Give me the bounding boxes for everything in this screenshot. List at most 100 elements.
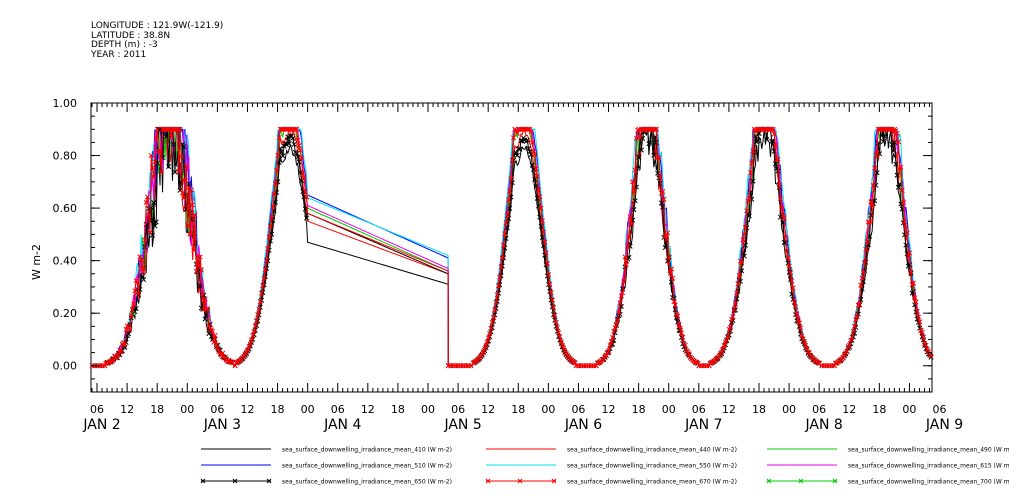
series-marker [483, 343, 489, 349]
series-marker [485, 335, 491, 341]
series-marker [514, 130, 520, 137]
series-marker [556, 330, 562, 336]
series-marker [755, 137, 761, 143]
series-marker [858, 282, 864, 288]
series-marker [846, 342, 853, 348]
series-marker [295, 137, 301, 143]
depth-label: DEPTH (m) : -3 [91, 40, 158, 50]
series-marker [662, 233, 668, 239]
series-marker [300, 170, 306, 176]
series-8 [89, 126, 934, 369]
series-marker [923, 342, 929, 348]
series-marker [228, 359, 234, 365]
series-marker [615, 317, 621, 323]
series-marker [848, 337, 854, 343]
series-marker [729, 316, 735, 322]
series-marker [791, 299, 797, 305]
series-marker [740, 250, 746, 256]
x-tick-label: 18 [632, 403, 646, 416]
series-marker [205, 305, 211, 312]
series-marker [672, 302, 678, 308]
series-marker [734, 290, 740, 296]
series-marker [524, 137, 530, 143]
series-marker [790, 285, 796, 291]
x-tick-label: 18 [271, 403, 285, 416]
series-marker [147, 229, 153, 236]
series-marker [895, 139, 901, 145]
series-marker [503, 220, 509, 226]
x-tick-label: 00 [902, 403, 916, 416]
series-marker [771, 131, 777, 137]
legend-swatch-marker [200, 478, 206, 484]
series-marker [667, 270, 673, 276]
series-marker [756, 130, 762, 137]
series-marker [772, 143, 779, 149]
series-marker [513, 150, 519, 156]
series-marker [789, 278, 795, 284]
series-marker [213, 342, 219, 348]
series-marker [732, 301, 738, 307]
series-marker [134, 279, 140, 285]
series-marker [181, 195, 187, 201]
series-marker [507, 188, 513, 194]
series-marker [232, 363, 238, 369]
series-marker [740, 237, 746, 243]
series-marker [553, 319, 559, 325]
series-marker [894, 172, 900, 178]
y-tick-label: 0.60 [53, 202, 78, 215]
x-tick-label: 00 [421, 403, 435, 416]
series-marker [880, 138, 886, 145]
legend-label: sea_surface_downwelling_irradiance_mean_… [848, 463, 1009, 470]
series-marker [505, 197, 512, 203]
series-marker [548, 290, 554, 296]
series-marker [627, 214, 633, 220]
series-marker [529, 140, 535, 146]
series-marker [888, 126, 894, 132]
series-marker [275, 152, 281, 158]
series-marker [558, 339, 564, 345]
series-marker [265, 246, 271, 252]
series-marker [799, 333, 805, 339]
series-marker [863, 246, 869, 252]
legend-swatch-marker [266, 478, 272, 484]
series-marker [197, 283, 203, 289]
series-marker [746, 196, 752, 202]
series-marker [877, 151, 883, 157]
series-marker [735, 281, 741, 287]
series-marker [487, 331, 493, 337]
series-marker [131, 301, 137, 307]
series-marker [246, 344, 252, 350]
series-marker [181, 143, 187, 150]
series-marker [594, 360, 601, 366]
series-marker [212, 332, 218, 338]
series-marker [872, 165, 878, 171]
series-marker [741, 253, 747, 259]
series-marker [786, 263, 792, 269]
series-marker [680, 334, 686, 340]
latitude-label: LATITUDE : 38.8N [91, 30, 171, 41]
legend-label: sea_surface_downwelling_irradiance_mean_… [567, 479, 737, 486]
series-marker [769, 138, 775, 144]
series-marker [635, 165, 641, 171]
legend-swatch-marker [551, 478, 557, 484]
series-marker [504, 212, 510, 218]
series-marker [173, 126, 179, 132]
series-marker [731, 306, 737, 312]
series-marker [280, 153, 286, 159]
series-marker [248, 337, 255, 343]
x-tick-label: 18 [391, 403, 405, 416]
series-marker [794, 311, 800, 317]
series-marker [258, 290, 265, 296]
series-marker [549, 297, 555, 303]
series-layer [89, 126, 934, 369]
y-tick-label: 0.40 [53, 255, 78, 268]
x-tick-label: 00 [541, 403, 555, 416]
series-marker [660, 188, 666, 195]
series-marker [179, 190, 186, 196]
series-marker [601, 356, 607, 362]
series-marker [736, 273, 742, 279]
series-marker [625, 243, 631, 249]
series-marker [273, 167, 280, 173]
legend-item: sea_surface_downwelling_irradiance_mean_… [201, 463, 452, 470]
series-marker [874, 170, 880, 176]
